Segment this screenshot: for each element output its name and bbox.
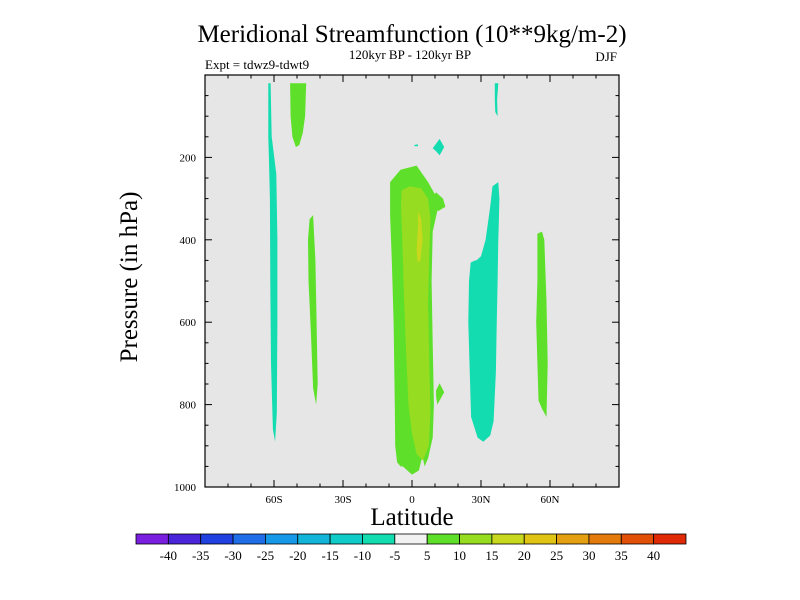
contour-cyan-2n-tiny	[414, 144, 418, 147]
x-tick-label: 60N	[541, 494, 560, 506]
colorbar-box	[297, 533, 331, 545]
season-label: DJF	[595, 49, 617, 64]
y-tick-label: 400	[180, 235, 197, 247]
contour-green-12n-small	[436, 383, 445, 405]
colorbar-label: 30	[582, 548, 595, 563]
contour-cyan-60s-column	[268, 83, 278, 442]
colorbar-box	[491, 533, 525, 545]
contour-regions	[268, 83, 548, 475]
colorbar-label: 25	[550, 548, 563, 563]
chart-subtitle: 120kyr BP - 120kyr BP	[349, 47, 471, 62]
colorbar-label: -5	[389, 548, 400, 563]
colorbar-label: -40	[160, 548, 177, 563]
colorbar-box	[556, 533, 590, 545]
colorbar-box	[394, 533, 428, 545]
colorbar-box	[200, 533, 234, 545]
colorbar-box	[523, 533, 557, 545]
colorbar-box	[232, 533, 266, 545]
colorbar-label: -15	[321, 548, 338, 563]
colorbar-box	[329, 533, 363, 545]
y-tick-label: 200	[180, 152, 197, 164]
contour-green-40s-column	[308, 215, 318, 405]
colorbar: -40 -35 -30 -25 -20 -15 -10 -5 5 10 15 20 25 30 35 40	[135, 533, 687, 563]
x-tick-label: 30N	[472, 494, 491, 506]
contour-yellow-equator-core	[416, 211, 423, 263]
colorbar-label: -35	[192, 548, 209, 563]
contour-cyan-37n-top	[494, 83, 499, 117]
colorbar-label: 10	[453, 548, 466, 563]
colorbar-label: 40	[647, 548, 660, 563]
contour-green-10n-blob	[430, 192, 446, 211]
y-axis-label: Pressure (in hPa)	[116, 192, 143, 363]
colorbar-box	[167, 533, 202, 545]
colorbar-label: -10	[354, 548, 371, 563]
colorbar-box	[588, 533, 622, 545]
x-tick-label: 30S	[334, 494, 351, 506]
colorbar-label: -25	[257, 548, 274, 563]
colorbar-label: 15	[485, 548, 498, 563]
colorbar-box	[135, 533, 169, 545]
contour-green-55n-column	[536, 231, 548, 417]
x-tick-label: 0	[409, 494, 415, 506]
contour-green-50s-top	[290, 83, 307, 148]
colorbar-box	[653, 533, 687, 545]
colorbar-label: 35	[615, 548, 628, 563]
x-axis-label: Latitude	[370, 504, 453, 531]
colorbar-box	[426, 533, 460, 545]
colorbar-label: 20	[518, 548, 531, 563]
colorbar-box	[265, 533, 299, 545]
y-tick-label: 800	[180, 400, 197, 412]
colorbar-label: -20	[289, 548, 306, 563]
experiment-label: Expt = tdwz9-tdwt9	[205, 57, 309, 72]
colorbar-label: -30	[224, 548, 241, 563]
contour-cyan-30n-column	[468, 182, 500, 442]
colorbar-label: 5	[424, 548, 431, 563]
colorbar-box	[362, 533, 396, 545]
y-tick-label: 600	[180, 317, 197, 329]
y-tick-label: 1000	[174, 482, 197, 494]
axis-ticks: 60S 30S 0 30N 60N 200 400 600 800 1000	[174, 75, 619, 506]
x-tick-label: 60S	[265, 494, 282, 506]
colorbar-box	[459, 533, 493, 545]
contour-yellowgreen-equator-core	[401, 186, 431, 461]
chart-title: Meridional Streamfunction (10**9kg/m-2)	[197, 21, 626, 48]
colorbar-box	[620, 533, 655, 545]
contour-cyan-10n-diamond	[432, 138, 445, 156]
